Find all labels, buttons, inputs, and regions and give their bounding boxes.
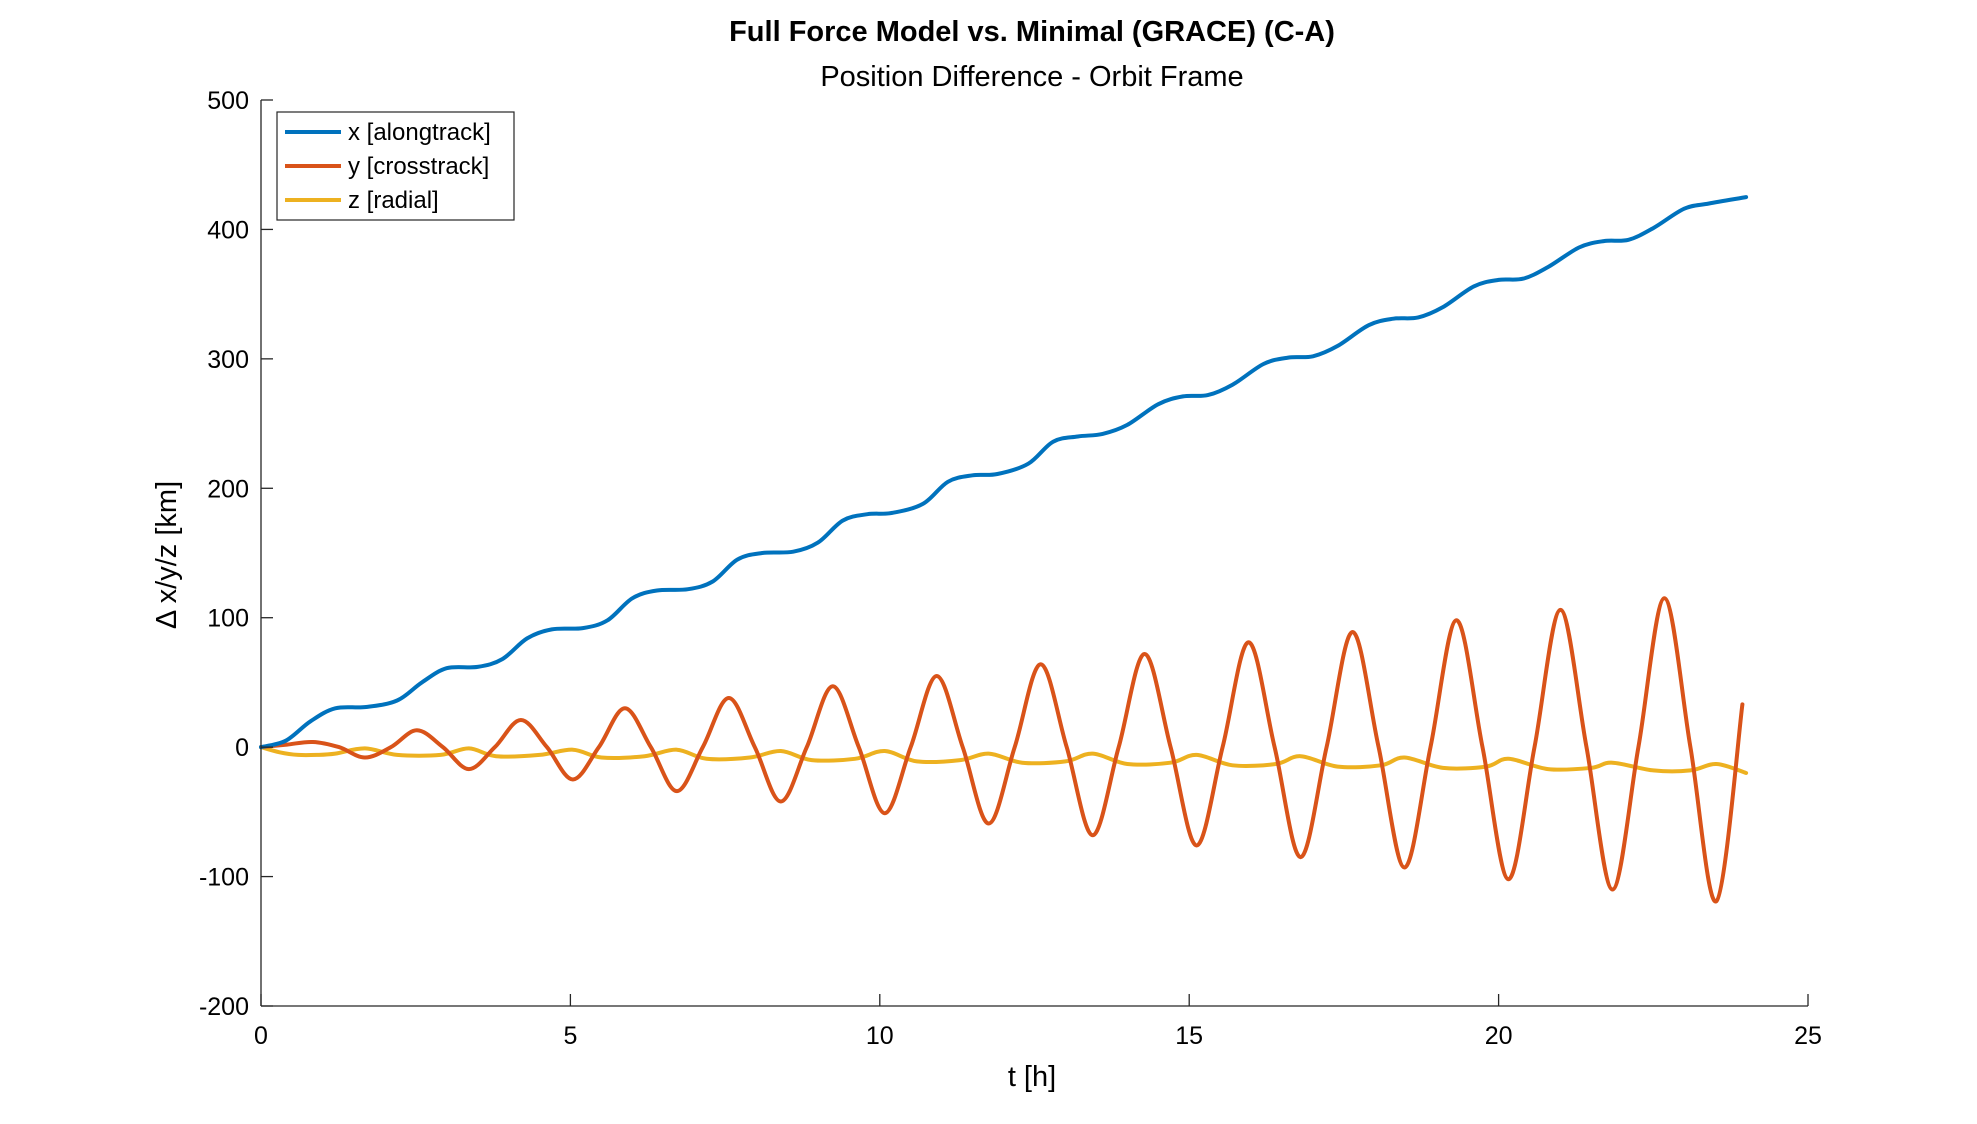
chart-subtitle: Position Difference - Orbit Frame	[820, 61, 1243, 93]
tick-marks: 0 5 10 15 20 25 -200 -100 0 100 200 300 400 500	[199, 87, 1822, 1050]
series-line-z	[259, 745, 1749, 775]
y-tick-label: 300	[207, 346, 249, 374]
x-tick-label: 0	[254, 1022, 268, 1050]
y-axis-label: Δ x/y/z [km]	[151, 481, 183, 629]
y-tick-label: -200	[199, 993, 249, 1021]
axes	[260, 100, 1808, 1007]
legend: x [alongtrack] y [crosstrack] z [radial]	[276, 111, 515, 221]
legend-entry: y [crosstrack]	[348, 153, 489, 180]
y-tick-label: -100	[199, 864, 249, 892]
y-tick-label: 0	[235, 734, 249, 762]
x-tick-label: 10	[866, 1022, 894, 1050]
legend-entry: z [radial]	[348, 187, 439, 214]
y-tick-label: 500	[207, 87, 249, 115]
x-tick-label: 25	[1794, 1022, 1822, 1050]
x-tick-label: 20	[1485, 1022, 1513, 1050]
legend-entry: x [alongtrack]	[348, 119, 491, 146]
series-line-y	[259, 596, 1745, 904]
x-axis-label: t [h]	[1008, 1061, 1056, 1093]
chart-title: Full Force Model vs. Minimal (GRACE) (C-…	[729, 16, 1335, 48]
plot-area	[259, 195, 1749, 904]
x-tick-label: 15	[1175, 1022, 1203, 1050]
y-tick-label: 400	[207, 216, 249, 244]
x-tick-label: 5	[563, 1022, 577, 1050]
series-line-x	[259, 195, 1749, 750]
y-tick-label: 200	[207, 475, 249, 503]
y-tick-label: 100	[207, 605, 249, 633]
